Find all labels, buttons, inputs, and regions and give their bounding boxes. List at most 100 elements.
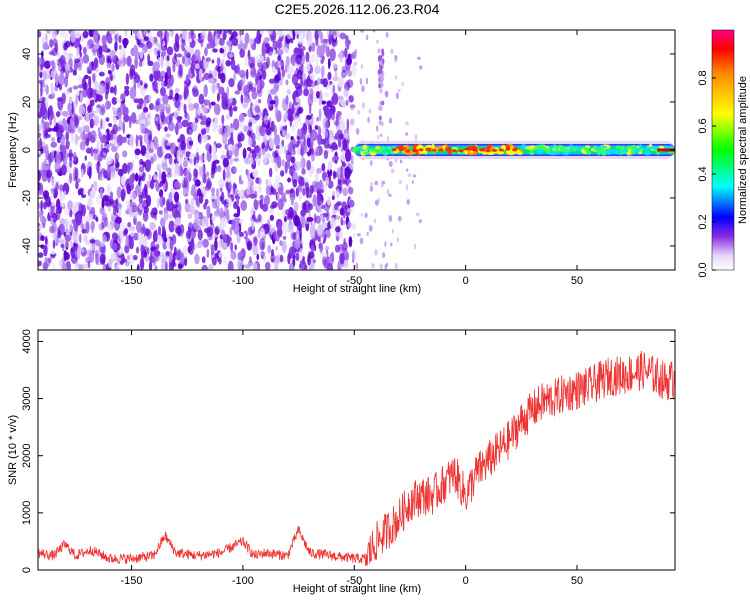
spectrogram-cell	[68, 52, 73, 59]
spectrogram-cell	[38, 190, 43, 197]
spectrogram-cell	[138, 166, 145, 173]
spectrogram-cell	[201, 30, 207, 36]
signal-cell	[577, 147, 581, 152]
spectrogram-cell	[308, 45, 312, 53]
spectrogram-cell	[109, 191, 114, 201]
spectrogram-cell	[119, 92, 127, 101]
spectrogram-cell	[79, 141, 86, 151]
spectrogram-cell	[370, 181, 373, 186]
spectrogram-cell	[194, 162, 199, 169]
spectrogram-cell	[284, 125, 288, 131]
spectrogram-cell	[52, 239, 56, 249]
spectrogram-cell	[276, 38, 283, 49]
spectrogram-cell	[291, 103, 295, 114]
spectrogram-cell	[224, 171, 232, 179]
spectrogram-cell	[98, 45, 103, 56]
spectrogram-cell	[51, 178, 56, 190]
spectrogram-cell	[254, 82, 257, 88]
y-tick-label: 2000	[21, 443, 33, 467]
spectrogram-cell	[377, 198, 380, 203]
spectrogram-cell	[212, 121, 217, 133]
spectrogram-cell	[225, 59, 232, 67]
spectrogram-cell	[179, 133, 185, 140]
spectrogram-cell	[50, 216, 54, 224]
spectrogram-cell	[222, 31, 227, 41]
spectrogram-cell	[210, 101, 216, 106]
spectrogram-cell	[390, 168, 395, 174]
spectrogram-cell	[327, 160, 331, 172]
signal-cell	[517, 151, 523, 156]
spectrogram-cell	[382, 252, 386, 259]
spectrogram-cell	[59, 202, 65, 208]
spectrogram-cell	[42, 165, 50, 171]
spectrogram-cell	[45, 96, 49, 103]
spectrogram-cell	[368, 108, 372, 114]
spectrogram-cell	[71, 101, 74, 114]
spectrogram-cell	[76, 63, 81, 68]
spectrogram-cell	[324, 120, 330, 130]
signal-cell	[502, 145, 507, 150]
spectrogram-cell	[229, 53, 234, 58]
spectrogram-cell	[45, 84, 49, 95]
spectrogram-cell	[211, 59, 215, 64]
spectrogram-cell	[176, 53, 183, 58]
spectrogram-cell	[102, 263, 107, 270]
spectrogram-cell	[232, 183, 237, 190]
spectrogram-cell	[51, 59, 55, 72]
spectrogram-cell	[388, 193, 392, 197]
spectrogram-cell	[122, 162, 128, 175]
spectrogram-cell	[55, 111, 61, 118]
spectrogram-cell	[123, 37, 128, 49]
spectrogram-cell	[319, 137, 323, 145]
spectrogram-cell	[222, 134, 228, 145]
spectrogram-cell	[342, 241, 348, 251]
spectrogram-cell	[181, 30, 188, 40]
spectrogram-cell	[150, 156, 154, 165]
spectrogram-cell	[285, 152, 293, 162]
spectrogram-cell	[210, 244, 215, 251]
spectrogram-cell	[300, 209, 307, 217]
spectrogram-cell	[332, 76, 339, 82]
spectrogram-cell	[185, 38, 193, 43]
spectrogram-cell	[107, 69, 112, 75]
spectrogram-cell	[394, 262, 398, 270]
spectrogram-cell	[247, 226, 253, 236]
spectrogram-cell	[83, 81, 88, 91]
spectrogram-cell	[75, 181, 79, 190]
spectrogram-cell	[290, 37, 294, 44]
spectrogram-cell	[299, 259, 306, 265]
spectrogram-cell	[239, 48, 246, 58]
spectrogram-cell	[259, 125, 266, 137]
spectrogram-cell	[53, 124, 59, 132]
spectrogram-cell	[259, 194, 264, 201]
spectrogram-cell	[251, 43, 257, 51]
spectrogram-cell	[412, 174, 417, 178]
spectrogram-cell	[330, 96, 334, 108]
spectrogram-cell	[233, 147, 239, 158]
signal-cell	[375, 150, 379, 155]
spectrogram-cell	[381, 58, 385, 64]
spectrogram-cell	[73, 39, 81, 49]
spectrogram-cell	[343, 88, 349, 97]
spectrogram-cell	[217, 124, 223, 135]
spectrogram-cell	[177, 263, 183, 270]
spectrogram-cell	[94, 80, 99, 90]
spectrogram-cell	[169, 74, 174, 87]
spectrogram-cell	[203, 154, 207, 163]
spectrogram-cell	[71, 255, 78, 264]
spectrogram-cell	[57, 230, 62, 239]
spectrogram-cell	[160, 55, 164, 69]
spectrogram-cell	[257, 99, 262, 104]
colorbar-tick-label: 0.8	[697, 70, 709, 85]
spectrogram-cell	[248, 121, 253, 127]
spectrogram-cell	[67, 123, 72, 134]
spectrogram-cell	[107, 35, 113, 44]
signal-cell	[369, 148, 376, 152]
spectrogram-cell	[219, 195, 223, 202]
spectrogram-cell	[70, 241, 73, 248]
spectrogram-cell	[47, 30, 52, 35]
spectrogram-cell	[378, 55, 382, 61]
spectrogram-cell	[111, 242, 118, 251]
spectrogram-cell	[109, 49, 116, 61]
